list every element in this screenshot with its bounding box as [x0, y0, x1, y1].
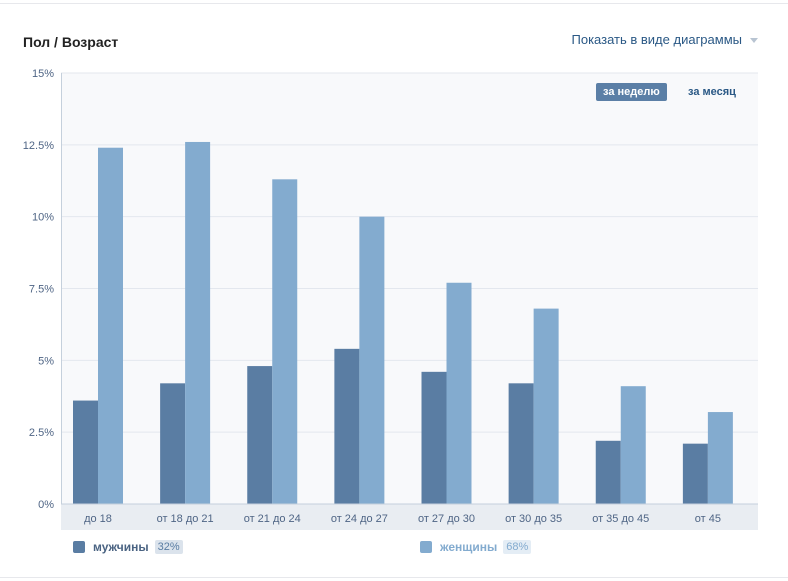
- x-axis-band: [61, 504, 758, 530]
- bar-men-5: [421, 371, 447, 504]
- legend-label-women: женщины: [440, 540, 498, 554]
- legend-share-women: 68%: [503, 540, 532, 554]
- y-tick-label: 12.5%: [23, 140, 54, 152]
- bar-women-3: [272, 179, 298, 504]
- period-week-button[interactable]: за неделю: [596, 83, 667, 101]
- y-tick-label: 5%: [38, 355, 54, 367]
- x-tick-label: от 21 до 24: [244, 513, 301, 525]
- x-tick-label: от 18 до 21: [157, 513, 214, 525]
- page-title: Пол / Возраст: [23, 34, 119, 50]
- y-tick-label: 10%: [32, 212, 54, 224]
- bar-women-5: [446, 282, 472, 504]
- bar-men-6: [508, 383, 534, 504]
- x-tick-label: до 18: [84, 513, 112, 525]
- bar-women-2: [185, 141, 211, 504]
- x-tick-label: от 45: [695, 513, 721, 525]
- legend-share-men: 32%: [154, 540, 183, 554]
- chevron-down-icon: [750, 38, 758, 43]
- bar-men-3: [247, 366, 273, 504]
- bar-women-7: [620, 386, 646, 504]
- bar-men-4: [334, 348, 360, 504]
- view-toggle-dropdown[interactable]: Показать в виде диаграммы: [571, 32, 758, 47]
- legend-item-women[interactable]: женщины 68%: [420, 539, 532, 555]
- bar-women-6: [533, 308, 559, 504]
- y-tick-label: 15%: [32, 68, 54, 80]
- x-tick-label: от 35 до 45: [592, 513, 649, 525]
- period-month-button[interactable]: за месяц: [688, 86, 736, 98]
- legend-swatch-men: [73, 541, 85, 553]
- view-toggle-label: Показать в виде диаграммы: [571, 32, 743, 47]
- bottom-divider: [0, 577, 788, 578]
- bar-women-1: [98, 147, 123, 504]
- y-tick-label: 7.5%: [29, 284, 54, 296]
- y-tick-label: 0%: [38, 499, 54, 511]
- x-tick-label: от 24 до 27: [331, 513, 388, 525]
- bar-women-4: [359, 216, 385, 504]
- legend-swatch-women: [420, 541, 432, 553]
- legend-item-men[interactable]: мужчины 32%: [73, 539, 183, 555]
- top-divider: [0, 3, 788, 4]
- x-tick-label: от 30 до 35: [505, 513, 562, 525]
- bar-men-2: [160, 383, 186, 504]
- bar-men-1: [73, 400, 98, 504]
- bar-men-8: [682, 443, 708, 504]
- bar-men-7: [595, 440, 621, 504]
- bar-women-8: [707, 412, 733, 504]
- legend-label-men: мужчины: [93, 540, 149, 554]
- y-tick-label: 2.5%: [29, 427, 54, 439]
- x-tick-label: от 27 до 30: [418, 513, 475, 525]
